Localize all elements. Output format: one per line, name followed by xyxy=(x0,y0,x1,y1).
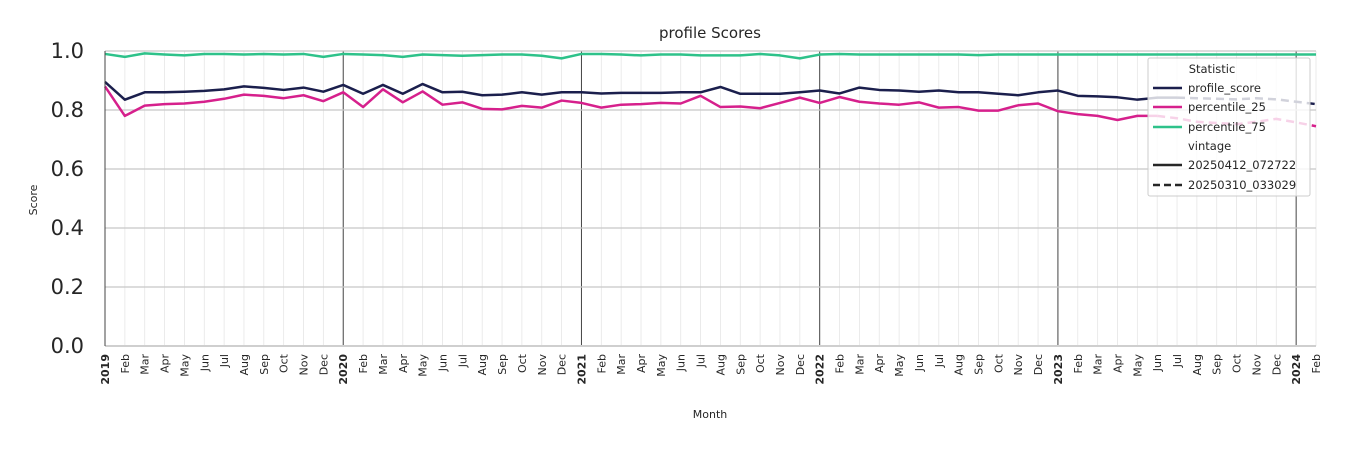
x-tick-month-label: Dec xyxy=(1270,354,1283,375)
x-tick-month-label: Mar xyxy=(1092,354,1105,375)
x-tick-month-label: Feb xyxy=(357,354,370,373)
x-tick-month-label: Nov xyxy=(536,354,549,376)
legend: Statistic profile_score percentile_25 pe… xyxy=(1147,57,1311,197)
x-tick-month-label: Feb xyxy=(834,354,847,373)
x-tick-month-label: Oct xyxy=(992,353,1005,373)
x-tick-month-label: Dec xyxy=(794,354,807,375)
legend-frame xyxy=(1147,57,1311,197)
x-tick-month-label: Dec xyxy=(1032,354,1045,375)
x-tick-month-label: Oct xyxy=(1231,353,1244,373)
series-lines xyxy=(103,52,1317,128)
y-tick-label: 1.0 xyxy=(51,39,84,63)
x-tick-month-label: Jun xyxy=(913,354,926,372)
x-tick-month-label: May xyxy=(178,354,191,377)
legend-label-percentile-25: percentile_25 xyxy=(1188,100,1266,114)
x-tick-month-label: Sep xyxy=(734,354,747,375)
x-tick-month-label: Nov xyxy=(1012,354,1025,376)
x-tick-month-label: Aug xyxy=(1191,354,1204,375)
x-tick-month-label: May xyxy=(893,354,906,377)
x-tick-month-label: May xyxy=(655,354,668,377)
x-tick-month-label: Dec xyxy=(556,354,569,375)
x-tick-month-label: Jul xyxy=(933,354,946,368)
x-tick-month-label: Jul xyxy=(1171,354,1184,368)
x-tick-month-label: Mar xyxy=(377,354,390,375)
x-tick-month-label: Apr xyxy=(397,354,410,374)
x-tick-month-label: Sep xyxy=(258,354,271,375)
x-tick-month-label: Nov xyxy=(1250,354,1263,376)
x-tick-month-label: May xyxy=(417,354,430,377)
x-tick-year-label: 2023 xyxy=(1052,354,1065,385)
x-tick-month-label: Aug xyxy=(238,354,251,375)
chart-title: profile Scores xyxy=(659,24,761,42)
x-tick-month-label: Feb xyxy=(1072,354,1085,373)
legend-label-profile-score: profile_score xyxy=(1188,81,1261,95)
legend-label-vintage-20250310: 20250310_033029 xyxy=(1188,178,1296,192)
x-tick-month-label: Feb xyxy=(595,354,608,373)
y-tick-label: 0.6 xyxy=(51,157,84,181)
x-tick-month-label: Apr xyxy=(1111,354,1124,374)
y-tick-label: 0.4 xyxy=(51,216,84,240)
x-tick-month-label: Oct xyxy=(516,353,529,373)
x-tick-month-label: Aug xyxy=(953,354,966,375)
y-tick-label: 0.8 xyxy=(51,98,84,122)
x-tick-month-label: Jul xyxy=(456,354,469,368)
legend-label-percentile-75: percentile_75 xyxy=(1188,120,1266,134)
x-tick-month-label: Jun xyxy=(436,354,449,372)
axes: 0.0 0.2 0.4 0.6 0.8 1.0 2019 Feb Mar Apr May Jun Jul… xyxy=(51,39,1323,385)
x-tick-month-label: Apr xyxy=(873,354,886,374)
x-tick-month-label: Sep xyxy=(496,354,509,375)
x-tick-month-label: Sep xyxy=(1211,354,1224,375)
legend-statistic-title: Statistic xyxy=(1189,62,1236,76)
x-tick-month-label: Jun xyxy=(675,354,688,372)
x-tick-month-label: Apr xyxy=(159,354,172,374)
x-tick-month-label: Feb xyxy=(119,354,132,373)
series-line-percentile-75-vintage-20250412 xyxy=(104,52,1316,60)
x-tick-month-label: Sep xyxy=(973,354,986,375)
x-tick-month-label: May xyxy=(1131,354,1144,377)
y-tick-label: 0.0 xyxy=(51,334,84,358)
x-tick-month-label: Apr xyxy=(635,354,648,374)
x-tick-month-label: Oct xyxy=(754,353,767,373)
x-tick-month-label: Jul xyxy=(695,354,708,368)
x-tick-month-label: Jun xyxy=(198,354,211,372)
series-line-profile-score-vintage-20250412 xyxy=(104,81,1178,101)
x-tick-month-label: Dec xyxy=(317,354,330,375)
x-tick-month-label: Nov xyxy=(298,354,311,376)
x-tick-month-label: Aug xyxy=(476,354,489,375)
grid xyxy=(104,50,1317,347)
y-axis-label: Score xyxy=(27,184,40,215)
x-axis-label: Month xyxy=(693,408,728,421)
x-tick-month-label: Jul xyxy=(218,354,231,368)
x-tick-month-label: Mar xyxy=(139,354,152,375)
x-tick-month-label: Aug xyxy=(714,354,727,375)
x-tick-month-label: Oct xyxy=(278,353,291,373)
legend-vintage-title: vintage xyxy=(1188,139,1231,153)
x-tick-month-label: Mar xyxy=(615,354,628,375)
x-tick-year-label: 2019 xyxy=(99,354,112,385)
x-tick-year-label: 2022 xyxy=(814,354,827,385)
x-tick-year-label: 2020 xyxy=(337,354,350,385)
x-tick-month-label: Feb xyxy=(1310,354,1323,373)
x-tick-month-label: Jun xyxy=(1151,354,1164,372)
series-line-percentile-25-vintage-20250412 xyxy=(103,85,1158,122)
x-tick-month-label: Mar xyxy=(853,354,866,375)
x-tick-year-label: 2021 xyxy=(575,354,588,385)
y-tick-label: 0.2 xyxy=(51,275,84,299)
x-tick-year-label: 2024 xyxy=(1290,354,1303,385)
x-tick-month-label: Nov xyxy=(774,354,787,376)
legend-label-vintage-20250412: 20250412_072722 xyxy=(1188,158,1296,172)
